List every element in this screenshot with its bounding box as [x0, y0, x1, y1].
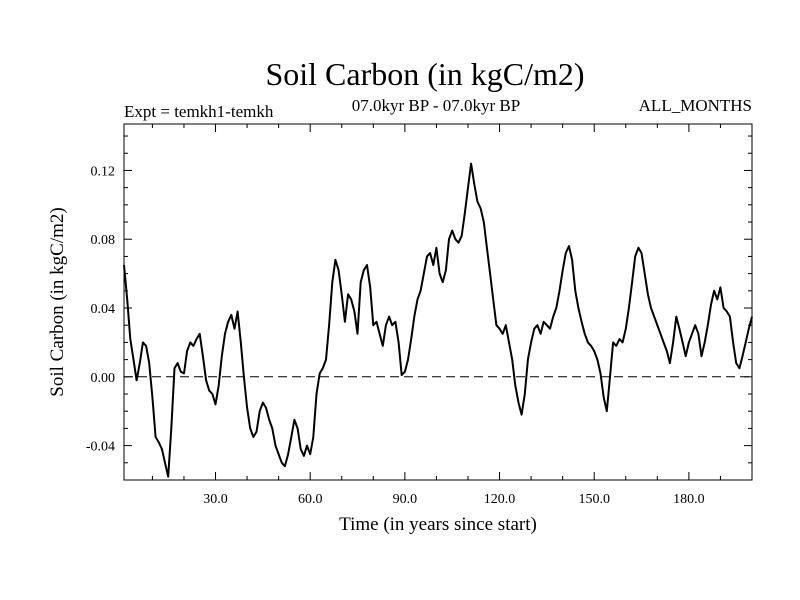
x-axis: 30.0 60.0 90.0 120.0 150.0 180.0: [151, 124, 753, 507]
x-tick-label: 60.0: [298, 492, 323, 507]
plot-frame: [123, 123, 753, 481]
chart-title: Soil Carbon (in kgC/m2): [265, 56, 584, 92]
y-axis: -0.04 0.00 0.04 0.08 0.12: [86, 135, 752, 464]
x-tick-label: 180.0: [673, 492, 705, 507]
soil-carbon-series-line: [123, 162, 753, 478]
x-tick-label: 30.0: [203, 492, 228, 507]
x-tick-label: 120.0: [484, 492, 516, 507]
y-axis-label: Soil Carbon (in kgC/m2): [47, 207, 68, 396]
x-tick-label: 90.0: [393, 492, 418, 507]
y-tick-label: 0.04: [91, 302, 116, 317]
y-tick-label: 0.12: [91, 164, 116, 179]
y-tick-label: 0.00: [91, 371, 116, 386]
x-axis-label: Time (in years since start): [339, 514, 537, 535]
y-tick-label: -0.04: [86, 440, 115, 455]
time-period-label: 07.0kyr BP - 07.0kyr BP: [352, 96, 520, 115]
x-tick-label: 150.0: [578, 492, 610, 507]
experiment-label: Expt = temkh1-temkh: [124, 102, 274, 121]
months-label: ALL_MONTHS: [639, 96, 752, 115]
y-tick-label: 0.08: [91, 233, 116, 248]
